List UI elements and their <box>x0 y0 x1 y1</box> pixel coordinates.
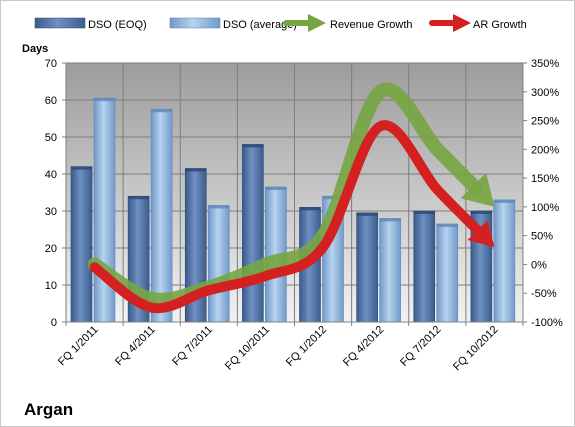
bar-dso-average <box>436 223 459 323</box>
bar-top-dso-eoq <box>470 211 492 214</box>
line-series <box>87 82 495 314</box>
legend-swatch-dso-eoq <box>34 17 86 29</box>
bar-series <box>70 97 516 323</box>
bar-top-dso-eoq <box>185 168 207 172</box>
y-axis-left-tick-label: 70 <box>45 58 57 70</box>
legend-swatch-dso-average <box>169 17 221 29</box>
legend-label-ar-growth: AR Growth <box>473 19 527 31</box>
y-axis-right-tick-label: 300% <box>531 87 559 99</box>
bar-top-dso-average <box>151 109 173 113</box>
legend: DSO (EOQ) DSO (average) Revenue Growth A… <box>34 14 527 32</box>
y-axis-left-tick-label: 40 <box>45 169 57 181</box>
y-axis-left-tick-label: 60 <box>45 95 57 107</box>
bar-top-dso-average <box>208 205 230 209</box>
y-axis-right-tick-label: 150% <box>531 173 559 185</box>
arrowhead-revenue-growth <box>460 172 495 207</box>
y-axis-left-tick-label: 30 <box>45 206 57 218</box>
arrowhead-ar-growth <box>467 220 495 248</box>
bar-top-dso-average <box>379 218 401 222</box>
bar-top-dso-eoq <box>242 144 264 148</box>
y-axis-right-tick-label: -100% <box>531 317 563 329</box>
bar-top-dso-average <box>493 199 515 203</box>
line-revenue-growth <box>87 82 484 307</box>
bar-dso-eoq <box>356 212 378 323</box>
legend-arrow-revenue-growth <box>283 14 326 32</box>
y-axis-right-tick-label: 250% <box>531 116 559 128</box>
y-axis-right-tick-label: 350% <box>531 58 559 70</box>
y-axis-left-ticks: 0 10 20 30 40 50 60 70 <box>45 58 66 329</box>
bar-top-dso-eoq <box>299 207 321 211</box>
bar-dso-average <box>150 108 173 323</box>
y-axis-right-tick-label: 50% <box>531 231 553 243</box>
bar-top-dso-eoq <box>128 196 150 200</box>
y-axis-left-tick-label: 50 <box>45 132 57 144</box>
chart-caption: Argan <box>24 400 73 419</box>
bar-top-dso-average <box>436 223 458 227</box>
bar-dso-eoq <box>242 144 264 323</box>
y-axis-right-tick-label: -50% <box>531 288 557 300</box>
bar-top-dso-eoq <box>356 212 378 216</box>
y-axis-title-left: Days <box>22 43 48 55</box>
y-axis-left-tick-label: 0 <box>51 317 57 329</box>
y-axis-right-tick-label: 0% <box>531 259 547 271</box>
bar-dso-average <box>379 218 401 323</box>
bar-dso-eoq <box>413 210 436 323</box>
bar-top-dso-eoq <box>71 166 92 170</box>
bar-dso-average <box>493 199 516 323</box>
legend-label-revenue-growth: Revenue Growth <box>330 19 413 31</box>
y-axis-left-tick-label: 10 <box>45 280 57 292</box>
legend-arrow-ar-growth <box>429 14 471 32</box>
bar-dso-average <box>207 205 230 323</box>
legend-label-dso-average: DSO (average) <box>223 19 297 31</box>
y-axis-right-tick-label: 200% <box>531 144 559 156</box>
line-ar-growth <box>89 120 486 314</box>
bar-top-dso-average <box>94 98 115 102</box>
bar-dso-eoq <box>70 166 93 323</box>
legend-label-dso-eoq: DSO (EOQ) <box>88 19 147 31</box>
bar-top-dso-average <box>265 186 287 190</box>
bar-top-dso-eoq <box>413 211 435 214</box>
y-axis-right-ticks: -100% -50% 0% 50% 100% 150% 200% 250% 300% 350% <box>523 58 563 329</box>
y-axis-left-tick-label: 20 <box>45 243 57 255</box>
y-axis-right-tick-label: 100% <box>531 202 559 214</box>
